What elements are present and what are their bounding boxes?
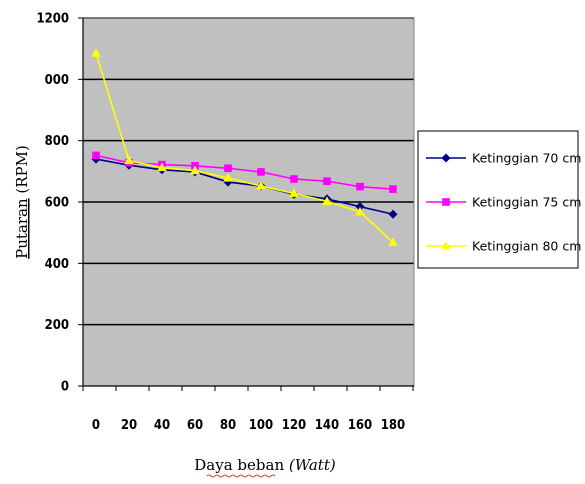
x-axis-title-text: Daya beban	[194, 456, 284, 474]
y-axis-title: Putaran (RPM)	[13, 145, 31, 259]
data-point-square	[442, 198, 450, 206]
series-lines	[91, 48, 398, 246]
y-tick-label: 1200	[36, 12, 69, 27]
data-point-triangle	[256, 181, 266, 190]
x-tick-label: 180	[381, 418, 405, 433]
data-point-triangle	[322, 196, 332, 205]
y-tick-label: 600	[45, 196, 69, 211]
data-point-triangle	[124, 155, 134, 165]
legend-label: Ketinggian 75 cm	[472, 195, 581, 210]
data-point-triangle	[190, 165, 200, 175]
axes	[78, 17, 414, 391]
legend-item: Ketinggian 80 cm	[426, 239, 581, 254]
data-point-triangle	[157, 162, 167, 172]
data-point-square	[290, 175, 298, 183]
legend-item: Ketinggian 75 cm	[426, 195, 581, 210]
x-axis-title-spellcheck-underline	[206, 474, 276, 478]
data-point-triangle	[91, 48, 101, 57]
x-tick-label: 0	[92, 418, 100, 433]
legend: Ketinggian 70 cm Ketinggian 75 cm Ketinggi…	[417, 130, 581, 269]
y-tick-labels: 0 200 400 600 800 000 1200	[36, 12, 69, 395]
x-tick-label: 100	[249, 418, 273, 433]
y-axis-title-unit: (RPM)	[13, 145, 31, 193]
x-axis-title: Daya beban (Watt)	[194, 456, 336, 474]
y-axis-title-text: Putaran	[13, 198, 31, 259]
legend-item: Ketinggian 70 cm	[426, 151, 581, 166]
legend-label: Ketinggian 80 cm	[472, 239, 581, 254]
series-line	[95, 158, 394, 216]
x-tick-label: 160	[348, 418, 372, 433]
x-tick-label: 60	[187, 418, 203, 433]
data-point-triangle	[388, 237, 398, 246]
data-point-triangle	[441, 241, 451, 250]
x-tick-label: 140	[315, 418, 339, 433]
data-point-square	[224, 164, 232, 173]
data-point-square	[323, 177, 331, 185]
x-tick-label: 40	[154, 418, 170, 433]
data-point-diamond	[355, 202, 365, 212]
series-3	[91, 48, 398, 246]
legend-items: Ketinggian 70 cm Ketinggian 75 cm Ketinggi…	[426, 151, 581, 254]
data-point-triangle	[289, 188, 299, 197]
legend-label: Ketinggian 70 cm	[472, 151, 581, 166]
x-tick-label: 20	[121, 418, 137, 433]
data-point-triangle	[223, 173, 233, 182]
x-tick-label: 80	[220, 418, 236, 433]
data-point-diamond	[441, 153, 451, 163]
data-point-triangle	[355, 206, 365, 216]
y-tick-label: 000	[45, 73, 69, 88]
x-tick-labels: 0 20 40 60 80 100 120 140 160 180	[92, 418, 405, 433]
data-point-square	[92, 151, 100, 160]
y-tick-label: 800	[45, 134, 69, 149]
x-axis-title-unit: (Watt)	[289, 456, 336, 474]
y-tick-label: 0	[61, 380, 69, 395]
y-tick-label: 400	[45, 257, 69, 272]
data-point-diamond	[388, 209, 398, 219]
y-tick-label: 200	[45, 318, 69, 333]
x-tick-label: 120	[282, 418, 306, 433]
data-point-square	[257, 168, 265, 176]
data-point-square	[389, 185, 397, 193]
series-line	[95, 53, 394, 244]
data-point-square	[356, 182, 364, 191]
